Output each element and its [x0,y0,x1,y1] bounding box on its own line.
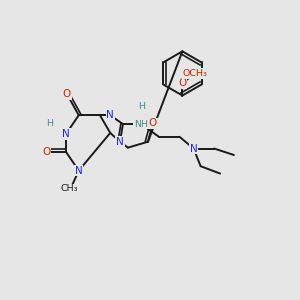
Text: O: O [178,78,187,88]
Text: O: O [42,147,50,157]
Text: N: N [106,110,114,120]
Text: N: N [116,137,124,147]
Text: H: H [46,119,53,128]
Text: NH: NH [134,120,148,129]
Text: N: N [62,129,70,139]
Text: OCH₃: OCH₃ [182,69,207,78]
Text: CH₃: CH₃ [60,184,78,194]
Text: O: O [63,89,71,99]
Text: H: H [138,102,145,111]
Text: N: N [190,143,197,154]
Text: N: N [75,166,82,176]
Text: O: O [149,118,157,128]
